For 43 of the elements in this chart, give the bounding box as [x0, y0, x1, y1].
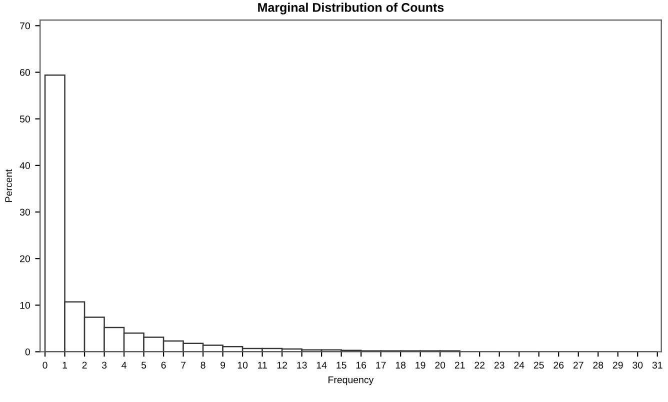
y-axis-title: Percent [5, 169, 12, 202]
y-tick-label: 70 [20, 22, 30, 30]
y-tick-label: 10 [20, 302, 30, 309]
y-tick-label: 60 [20, 69, 30, 76]
x-tick-label: 1 [62, 362, 67, 369]
y-tick-label: 0 [25, 348, 30, 356]
x-tick-label: 17 [376, 362, 386, 369]
x-tick-label: 26 [554, 362, 564, 369]
x-tick-label: 9 [220, 362, 226, 369]
x-tick-label: 18 [396, 362, 406, 369]
y-tick-label: 50 [20, 116, 30, 122]
y-tick-label: 20 [20, 255, 30, 262]
x-tick-label: 11 [258, 362, 267, 369]
chart-title: Marginal Distribution of Counts [258, 2, 444, 14]
x-tick-label: 2 [82, 362, 87, 369]
x-tick-label: 3 [102, 362, 107, 369]
x-tick-label: 6 [161, 362, 166, 369]
x-tick-label: 19 [416, 362, 426, 369]
x-tick-label: 0 [42, 362, 48, 369]
x-tick-label: 13 [297, 362, 307, 369]
y-tick-label: 30 [20, 208, 30, 216]
x-tick-label: 24 [514, 362, 524, 369]
x-tick-label: 31 [652, 362, 662, 369]
x-tick-label: 25 [534, 362, 544, 369]
y-tick-label: 40 [20, 162, 30, 170]
x-tick-label: 12 [277, 362, 287, 369]
x-tick-label: 14 [316, 362, 327, 369]
x-tick-label: 28 [593, 362, 604, 369]
x-tick-label: 21 [454, 362, 465, 369]
x-tick-label: 27 [573, 362, 584, 369]
x-tick-label: 20 [435, 362, 446, 369]
x-axis-title: Frequency [328, 376, 374, 386]
x-tick-label: 4 [122, 362, 126, 369]
x-tick-label: 7 [181, 362, 186, 369]
x-tick-label: 23 [494, 362, 504, 369]
x-tick-label: 10 [238, 362, 248, 369]
x-tick-label: 5 [141, 362, 146, 369]
x-tick-label: 30 [632, 362, 643, 369]
x-tick-label: 8 [200, 362, 206, 369]
x-tick-label: 15 [336, 362, 346, 369]
x-tick-label: 22 [474, 362, 485, 369]
x-tick-label: 16 [356, 362, 366, 369]
x-tick-label: 29 [612, 362, 623, 369]
